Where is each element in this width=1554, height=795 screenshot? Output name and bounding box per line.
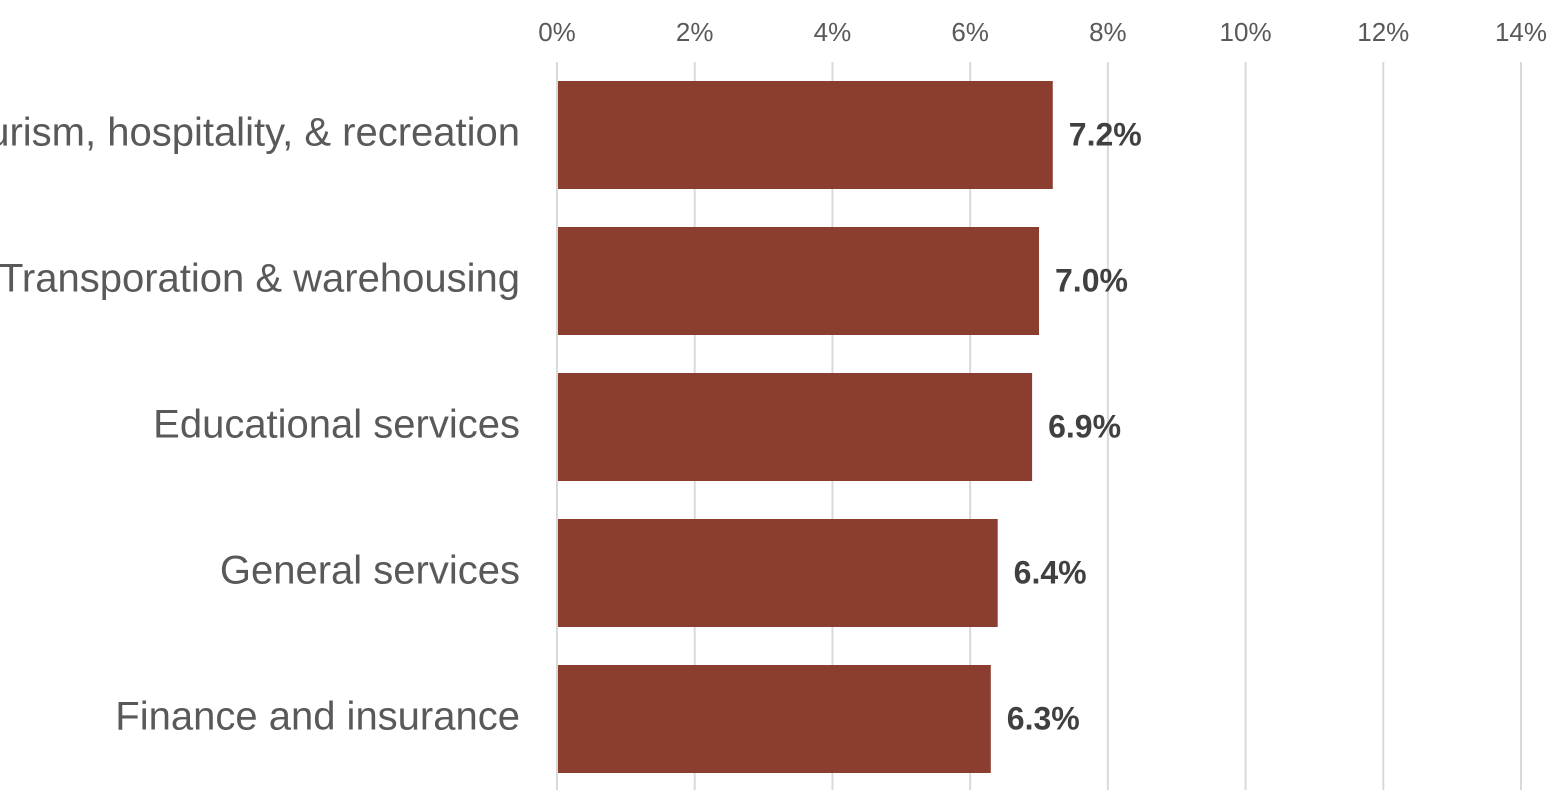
- category-label: General services: [220, 549, 520, 593]
- bar: [558, 227, 1039, 335]
- x-tick-label: 8%: [1089, 17, 1127, 47]
- x-tick-label: 12%: [1357, 17, 1409, 47]
- data-label: 6.9%: [1048, 408, 1121, 444]
- x-tick-label: 14%: [1495, 17, 1547, 47]
- data-label: 6.4%: [1014, 554, 1087, 590]
- data-labels: 7.2% 7.0% 6.9% 6.4% 6.3%: [1007, 116, 1142, 736]
- data-label: 7.2%: [1069, 116, 1142, 152]
- x-tick-label: 10%: [1220, 17, 1272, 47]
- x-tick-label: 2%: [676, 17, 714, 47]
- bar: [558, 373, 1033, 481]
- bars: [558, 81, 1053, 773]
- category-label: Finance and insurance: [115, 695, 520, 739]
- x-tick-label: 4%: [814, 17, 852, 47]
- bar: [558, 81, 1053, 189]
- category-labels: Tourism, hospitality, & recreation Transp…: [0, 111, 520, 739]
- category-label: Tourism, hospitality, & recreation: [0, 111, 520, 155]
- x-axis-ticks: 0% 2% 4% 6% 8% 10% 12% 14%: [538, 17, 1547, 47]
- bar: [558, 519, 998, 627]
- data-label: 7.0%: [1055, 262, 1128, 298]
- category-label: Educational services: [153, 403, 520, 447]
- bar: [558, 665, 991, 773]
- data-label: 6.3%: [1007, 700, 1080, 736]
- category-label: Transporation & warehousing: [0, 257, 520, 301]
- x-tick-label: 6%: [951, 17, 989, 47]
- x-tick-label: 0%: [538, 17, 576, 47]
